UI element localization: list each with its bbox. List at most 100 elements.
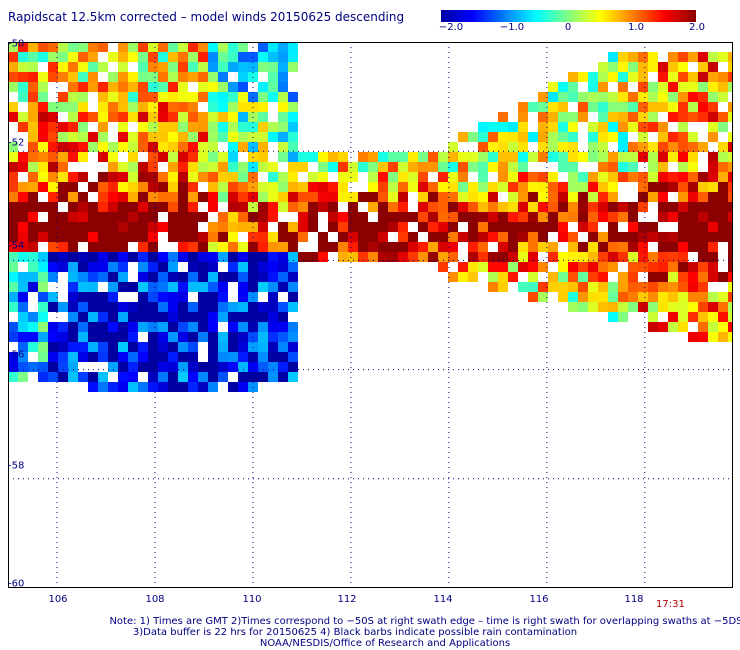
- wind-cell: [238, 282, 248, 292]
- wind-cell: [278, 272, 288, 282]
- wind-cell: [408, 152, 418, 162]
- wind-cell: [118, 162, 128, 172]
- wind-cell: [28, 282, 38, 292]
- wind-cell: [38, 332, 48, 342]
- wind-cell: [648, 302, 658, 312]
- wind-cell: [398, 252, 408, 262]
- wind-cell: [328, 202, 338, 212]
- wind-cell: [88, 182, 98, 192]
- wind-cell: [68, 102, 78, 112]
- wind-cell: [538, 242, 548, 252]
- wind-cell: [368, 152, 378, 162]
- wind-cell: [238, 52, 248, 62]
- wind-cell: [158, 322, 168, 332]
- colorbar: [441, 10, 696, 22]
- wind-cell: [608, 252, 618, 262]
- wind-cell: [28, 212, 38, 222]
- wind-cell: [138, 292, 148, 302]
- wind-cell: [538, 232, 548, 242]
- wind-cell: [18, 272, 28, 282]
- wind-cell: [648, 222, 658, 232]
- wind-cell: [688, 52, 698, 62]
- wind-cell: [8, 152, 18, 162]
- wind-cell: [698, 262, 708, 272]
- wind-cell: [228, 172, 238, 182]
- wind-cell: [578, 262, 588, 272]
- wind-cell: [598, 292, 608, 302]
- wind-cell: [238, 302, 248, 312]
- wind-cell: [398, 202, 408, 212]
- wind-cell: [228, 102, 238, 112]
- wind-cell: [98, 212, 108, 222]
- wind-cell: [178, 332, 188, 342]
- wind-cell: [438, 182, 448, 192]
- wind-cell: [8, 102, 18, 112]
- wind-cell: [28, 112, 38, 122]
- wind-cell: [118, 112, 128, 122]
- wind-cell: [198, 262, 208, 272]
- wind-cell: [728, 192, 733, 202]
- wind-cell: [728, 82, 733, 92]
- wind-cell: [138, 282, 148, 292]
- wind-cell: [488, 152, 498, 162]
- wind-cell: [578, 192, 588, 202]
- wind-cell: [528, 292, 538, 302]
- wind-cell: [108, 72, 118, 82]
- wind-cell: [108, 142, 118, 152]
- wind-cell: [78, 142, 88, 152]
- wind-cell: [158, 372, 168, 382]
- wind-cell: [108, 352, 118, 362]
- wind-cell: [538, 122, 548, 132]
- wind-cell: [628, 232, 638, 242]
- wind-cell: [168, 352, 178, 362]
- wind-cell: [498, 232, 508, 242]
- wind-cell: [678, 222, 688, 232]
- wind-cell: [578, 212, 588, 222]
- wind-cell: [228, 142, 238, 152]
- wind-cell: [228, 112, 238, 122]
- wind-cell: [38, 282, 48, 292]
- wind-cell: [208, 62, 218, 72]
- wind-cell: [588, 242, 598, 252]
- wind-cell: [268, 172, 278, 182]
- wind-cell: [458, 232, 468, 242]
- wind-cell: [448, 182, 458, 192]
- wind-cell: [8, 42, 18, 52]
- wind-cell: [608, 292, 618, 302]
- wind-cell: [188, 72, 198, 82]
- wind-cell: [108, 302, 118, 312]
- wind-cell: [598, 212, 608, 222]
- wind-cell: [278, 172, 288, 182]
- wind-cell: [278, 122, 288, 132]
- wind-cell: [648, 192, 658, 202]
- wind-cell: [718, 222, 728, 232]
- wind-cell: [358, 212, 368, 222]
- wind-cell: [128, 142, 138, 152]
- wind-cell: [518, 122, 528, 132]
- wind-cell: [188, 332, 198, 342]
- wind-cell: [58, 222, 68, 232]
- wind-cell: [688, 182, 698, 192]
- wind-cell: [648, 232, 658, 242]
- wind-cell: [258, 312, 268, 322]
- wind-cell: [488, 142, 498, 152]
- wind-cell: [58, 162, 68, 172]
- wind-cell: [208, 42, 218, 52]
- wind-cell: [498, 262, 508, 272]
- wind-cell: [228, 92, 238, 102]
- wind-cell: [418, 192, 428, 202]
- wind-cell: [128, 162, 138, 172]
- wind-cell: [128, 92, 138, 102]
- wind-cell: [458, 182, 468, 192]
- wind-cell: [468, 202, 478, 212]
- wind-cell: [438, 192, 448, 202]
- wind-cell: [128, 52, 138, 62]
- wind-cell: [578, 152, 588, 162]
- wind-cell: [588, 122, 598, 132]
- wind-cell: [388, 242, 398, 252]
- wind-cell: [28, 62, 38, 72]
- wind-cell: [568, 282, 578, 292]
- wind-cell: [698, 192, 708, 202]
- wind-cell: [88, 272, 98, 282]
- wind-cell: [568, 252, 578, 262]
